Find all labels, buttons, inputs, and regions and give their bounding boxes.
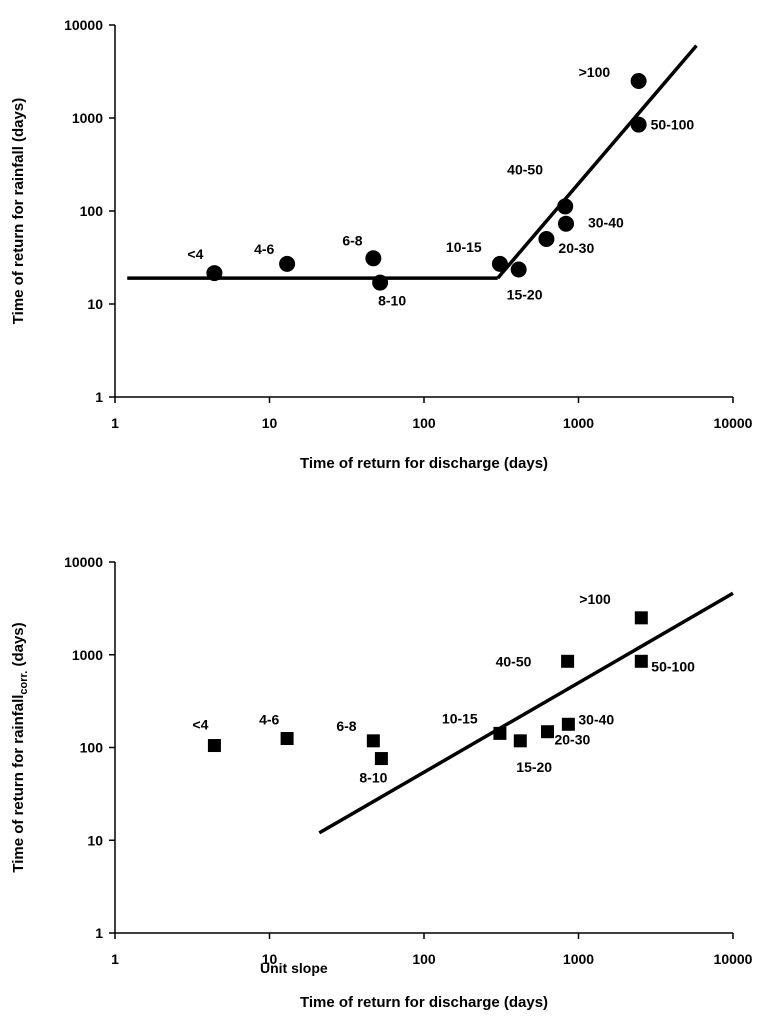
x-tick-label: 1000	[563, 951, 594, 967]
y-tick-label: 10000	[64, 17, 103, 33]
data-point	[630, 72, 647, 89]
data-point-label: 30-40	[578, 711, 614, 727]
data-point-label: 40-50	[507, 161, 543, 177]
corrected-rainfall-vs-discharge-chart: 1 10 100 1000 10000 1 10 100 1000 10000 Time of re…	[10, 554, 753, 1011]
data-point	[634, 611, 648, 625]
data-point	[206, 265, 223, 282]
data-point	[207, 739, 221, 753]
data-point-label: 8-10	[359, 770, 387, 786]
x-tick-label: 1	[111, 415, 119, 431]
data-point	[557, 215, 574, 232]
y-tick-label: 10000	[64, 554, 103, 570]
data-point-label: >100	[579, 591, 611, 607]
x-tick-label: 10000	[714, 951, 753, 967]
y-axis-title: Time of return for rainfallcorr. (days)	[10, 622, 30, 872]
data-point-label: 8-10	[378, 293, 406, 309]
y-tick-label: 1	[95, 925, 103, 941]
y-axis-title-unit: (days)	[10, 622, 27, 670]
data-point	[280, 732, 294, 746]
data-point-label: 6-8	[336, 718, 356, 734]
data-point	[513, 734, 527, 748]
data-point	[557, 198, 574, 215]
data-point-label: 6-8	[342, 232, 362, 248]
data-point	[493, 726, 507, 740]
y-axis-title: Time of return for rainfall (days)	[10, 98, 27, 324]
data-point-label: 50-100	[651, 117, 695, 133]
data-point	[634, 654, 648, 668]
data-point-label: <4	[192, 717, 208, 733]
data-point-label: 20-30	[554, 732, 590, 748]
data-point	[540, 725, 554, 739]
data-point-label: 30-40	[588, 215, 624, 231]
data-point-label: >100	[579, 64, 611, 80]
y-tick-label: 10	[87, 296, 103, 312]
y-tick-label: 100	[80, 740, 104, 756]
unit-slope-annotation: Unit slope	[260, 960, 328, 976]
data-point	[491, 255, 508, 272]
trend-line	[496, 44, 698, 280]
data-point	[630, 116, 647, 133]
x-tick-label: 100	[412, 415, 436, 431]
data-point	[366, 734, 380, 748]
data-point-label: 20-30	[558, 240, 594, 256]
data-point-label: 10-15	[442, 710, 478, 726]
data-point-label: 15-20	[516, 759, 552, 775]
data-point-label: 10-15	[446, 239, 482, 255]
y-tick-label: 10	[87, 832, 103, 848]
x-axis-title: Time of return for discharge (days)	[300, 994, 548, 1011]
data-point-label: <4	[187, 246, 203, 262]
y-axis-title-main: Time of return for rainfall	[10, 695, 27, 873]
y-tick-label: 1	[95, 389, 103, 405]
trend-line	[318, 591, 734, 835]
x-tick-label: 100	[412, 951, 436, 967]
data-point-label: 4-6	[259, 712, 279, 728]
data-point	[538, 230, 555, 247]
data-point	[279, 255, 296, 272]
data-point-label: 15-20	[507, 286, 543, 302]
data-point	[561, 717, 575, 731]
x-tick-label: 1	[111, 951, 119, 967]
rainfall-vs-discharge-chart: 1 10 100 1000 10000 1 10 100 1000 10000 Time of re…	[10, 17, 753, 472]
y-tick-label: 100	[80, 203, 104, 219]
data-point	[365, 250, 382, 267]
y-axis-title-subscript: corr.	[18, 671, 30, 695]
y-tick-label: 1000	[72, 647, 103, 663]
data-point	[374, 752, 388, 766]
x-tick-label: 1000	[563, 415, 594, 431]
x-tick-label: 10	[262, 415, 278, 431]
x-tick-label: 10	[262, 951, 278, 967]
data-point	[372, 274, 389, 291]
data-point	[561, 654, 575, 668]
y-tick-label: 1000	[72, 110, 103, 126]
x-tick-label: 10000	[714, 415, 753, 431]
x-axis-title: Time of return for discharge (days)	[300, 455, 548, 472]
data-point-label: 4-6	[254, 241, 274, 257]
data-point-label: 40-50	[496, 653, 532, 669]
data-point	[510, 261, 527, 278]
data-point-label: 50-100	[651, 658, 695, 674]
